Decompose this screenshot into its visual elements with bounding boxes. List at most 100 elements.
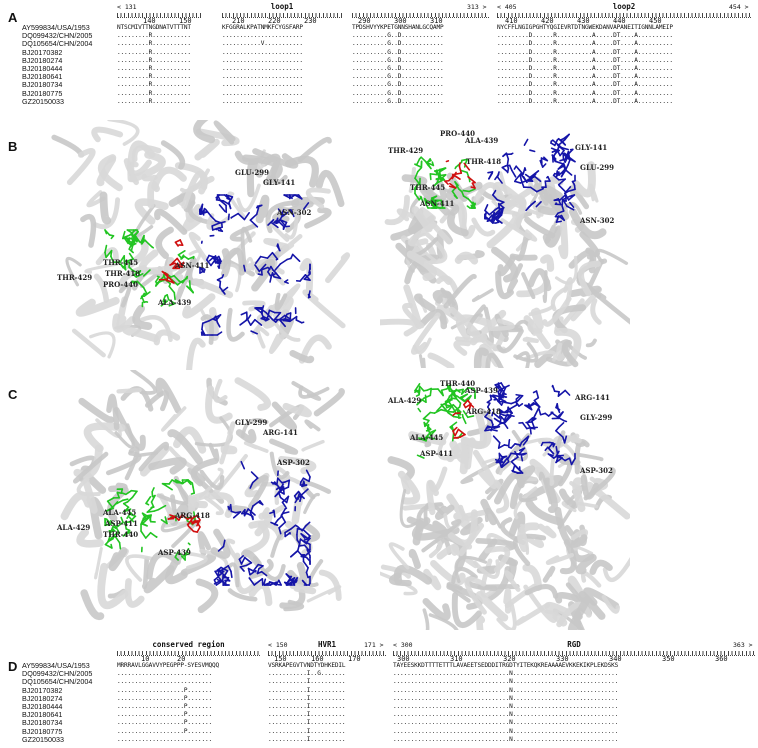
protein-ribbon xyxy=(540,254,555,272)
residue-stick xyxy=(540,441,544,447)
protein-ribbon xyxy=(602,557,630,583)
residue-stick xyxy=(466,205,471,209)
residue-stick xyxy=(249,318,256,326)
tick-label: 310 xyxy=(450,655,463,663)
residue-stick xyxy=(204,208,212,217)
protein-ribbon xyxy=(522,437,555,457)
residue-stick xyxy=(515,394,522,400)
residue-stick xyxy=(452,426,458,432)
residue-stick xyxy=(277,208,285,217)
protein-ribbon xyxy=(434,504,455,520)
sequence-column: NYCFFLNGIGPGHTYQGIEVRTDTNGWEKDANVAPANEIT… xyxy=(497,24,751,106)
residue-stick xyxy=(416,398,423,406)
protein-ribbon xyxy=(138,249,179,275)
residue-stick xyxy=(417,385,421,394)
protein-ribbon xyxy=(460,459,502,485)
protein-ribbon xyxy=(175,256,196,301)
residue-label: ASN-302 xyxy=(276,208,312,217)
protein-ribbon xyxy=(473,559,501,579)
residue-stick xyxy=(449,421,458,428)
protein-ribbon xyxy=(122,326,159,343)
protein-ribbon xyxy=(569,207,607,240)
residue-stick xyxy=(463,394,472,403)
protein-ribbon xyxy=(496,602,517,630)
residue-stick xyxy=(212,257,217,264)
residue-stick xyxy=(560,139,567,146)
sequence-row: .........R........... xyxy=(117,32,191,40)
residue-stick xyxy=(564,133,570,141)
residue-stick xyxy=(263,578,267,585)
residue-stick xyxy=(509,404,518,410)
sequence-row: .........D......R..........A.....DT....A… xyxy=(497,89,673,97)
residue-stick xyxy=(418,385,425,392)
residue-stick xyxy=(438,167,447,171)
protein-ribbon xyxy=(229,223,257,242)
residue-stick xyxy=(123,508,132,513)
residue-stick xyxy=(451,190,458,199)
sequence-row: ........................... xyxy=(117,670,213,678)
residue-stick xyxy=(205,259,212,267)
protein-ribbon xyxy=(561,339,579,368)
residue-stick xyxy=(176,257,182,265)
protein-ribbon xyxy=(154,208,188,235)
sequence-column: KFGGRALKPATNMKFCYGSFARP.................… xyxy=(222,24,342,106)
protein-ribbon xyxy=(553,327,582,366)
sequence-row: ..........G..D............ xyxy=(352,48,444,56)
residue-stick xyxy=(276,477,283,484)
residue-stick xyxy=(109,520,117,528)
residue-stick xyxy=(488,172,494,180)
residue-stick xyxy=(285,495,290,504)
residue-stick xyxy=(452,415,462,419)
sequence-row: .........D......R..........A.....DT....A… xyxy=(497,40,673,48)
residue-stick xyxy=(229,503,233,513)
residue-stick xyxy=(305,566,309,574)
residue-stick xyxy=(492,435,501,444)
tick-label: 360 xyxy=(715,655,728,663)
residue-stick xyxy=(122,531,131,537)
sequence-row: .........D......R..........A.....DT....A… xyxy=(497,48,673,56)
residue-stick xyxy=(560,214,566,222)
sequence-row: ..........G..D............ xyxy=(352,32,444,40)
residue-stick xyxy=(216,331,223,336)
residue-stick xyxy=(551,150,559,158)
protein-ribbon xyxy=(147,180,160,209)
residue-stick xyxy=(169,257,179,266)
protein-ribbon xyxy=(422,598,451,621)
residue-stick xyxy=(201,322,204,331)
sequence-row: TAYEESKKDTTTTETTTLAVAEETSEDDDITRGDTYITEK… xyxy=(393,662,619,669)
residue-stick xyxy=(302,477,310,483)
residue-stick xyxy=(254,307,263,311)
residue-stick xyxy=(468,402,472,411)
residue-stick xyxy=(174,241,179,247)
residue-stick xyxy=(208,256,215,262)
residue-stick xyxy=(426,427,432,437)
residue-stick xyxy=(562,419,568,423)
residue-stick xyxy=(167,298,176,305)
protein-ribbon xyxy=(71,328,106,358)
sequence-row: .........D......R..........A.....DT....A… xyxy=(497,65,673,73)
residue-stick xyxy=(217,576,223,582)
residue-stick xyxy=(561,147,569,151)
residue-label: ALA-439 xyxy=(157,298,191,307)
residue-label: GLY-141 xyxy=(575,143,607,152)
residue-stick xyxy=(512,456,519,462)
residue-label: ARG-418 xyxy=(465,407,501,416)
protein-ribbon xyxy=(73,451,109,484)
residue-stick xyxy=(299,274,307,282)
protein-ribbon xyxy=(226,307,245,342)
protein-ribbon xyxy=(437,432,462,461)
sequence-row: ...................P....... xyxy=(117,719,213,727)
protein-ribbon xyxy=(513,486,538,520)
residue-stick xyxy=(535,201,542,208)
residue-stick xyxy=(552,174,560,181)
residue-stick xyxy=(165,485,173,491)
protein-ribbon xyxy=(148,457,187,475)
tick-label: 350 xyxy=(662,655,675,663)
strain-name: DQ099432/CHN/2005 xyxy=(22,31,93,41)
tick-label: 10 xyxy=(141,655,150,663)
residue-stick xyxy=(201,319,211,325)
protein-ribbon xyxy=(289,582,317,595)
residue-stick xyxy=(462,195,470,200)
residue-label: ASN-411 xyxy=(174,261,210,270)
protein-ribbon xyxy=(427,352,455,368)
